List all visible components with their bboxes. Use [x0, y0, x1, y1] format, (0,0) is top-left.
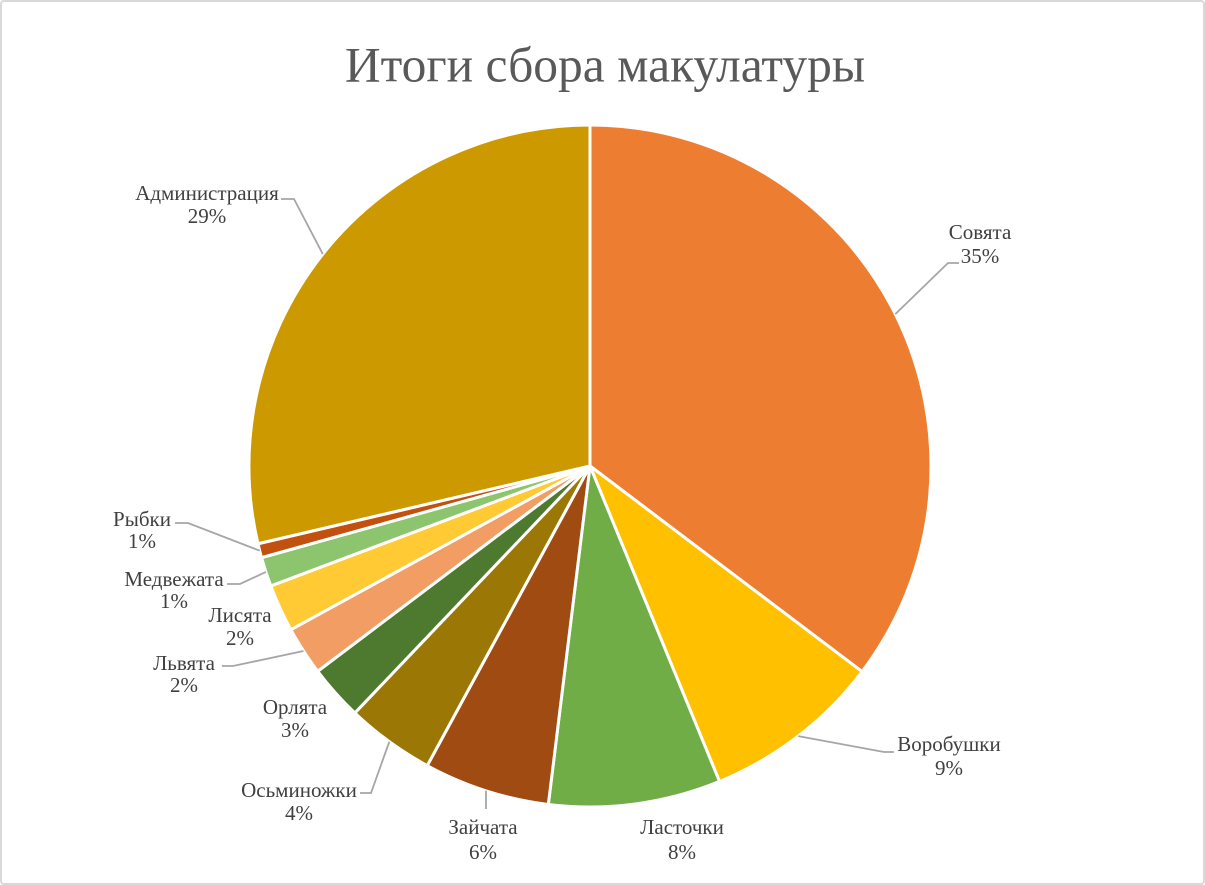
slice-label-pct-8: 2%	[226, 626, 254, 650]
leader-line-5	[360, 741, 391, 794]
slice-label-pct-5: 4%	[285, 801, 313, 825]
pie-slice-4[interactable]	[425, 464, 592, 806]
slice-label-pct-3: 8%	[668, 840, 696, 864]
slice-label-name-5: Осьминожки	[241, 778, 357, 802]
slice-label-pct-10: 1%	[128, 529, 156, 553]
slice-label-pct-6: 3%	[281, 718, 309, 742]
leader-line-9	[227, 571, 267, 585]
slice-label-pct-9: 1%	[160, 589, 188, 613]
slice-label-name-7: Львята	[153, 651, 216, 675]
slice-label-name-3: Ласточки	[640, 815, 724, 839]
slice-label-pct-2: 9%	[935, 756, 963, 780]
slice-label-name-4: Зайчата	[448, 815, 518, 839]
pie-slices	[247, 123, 933, 809]
slice-label-name-8: Лисята	[208, 603, 272, 627]
slice-label-pct-11: 29%	[188, 204, 227, 228]
slice-label-pct-4: 6%	[469, 840, 497, 864]
leader-lines	[175, 198, 959, 809]
leader-line-2	[798, 735, 894, 753]
slice-label-name-1: Совята	[949, 220, 1012, 244]
leader-line-7	[222, 650, 304, 667]
leader-line-11	[281, 198, 324, 255]
slice-label-name-11: Администрация	[135, 181, 279, 205]
leader-line-10	[175, 522, 261, 552]
chart-title: Итоги сбора макулатуры	[345, 38, 865, 93]
pie-slice-2[interactable]	[588, 464, 864, 783]
slice-label-name-9: Медвежата	[124, 567, 224, 591]
slice-label-pct-1: 35%	[961, 244, 1000, 268]
pie-slice-3[interactable]	[546, 464, 721, 809]
slice-label-name-2: Воробушки	[897, 732, 1001, 756]
leader-line-1	[894, 262, 959, 315]
pie-slice-11[interactable]	[247, 123, 592, 546]
slice-label-name-6: Орлята	[263, 695, 328, 719]
slice-label-name-10: Рыбки	[113, 507, 171, 531]
slice-label-pct-7: 2%	[170, 673, 198, 697]
